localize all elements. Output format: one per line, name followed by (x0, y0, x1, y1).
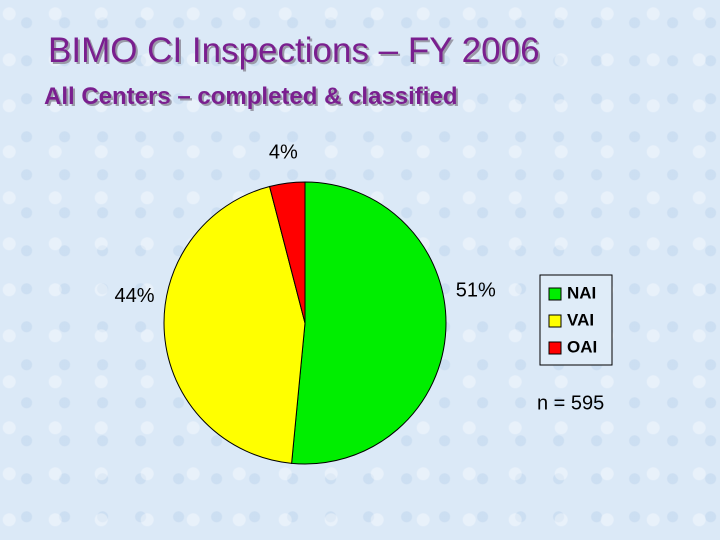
value-label: 4% (269, 142, 298, 164)
value-label: 44% (115, 285, 155, 307)
legend-swatch (548, 287, 562, 301)
pie-slice (268, 181, 306, 324)
pie-slice (163, 185, 306, 464)
chart-subtitle-shadow: All Centers – completed & classified (46, 85, 459, 112)
chart-title-shadow: BIMO CI Inspections – FY 2006 (50, 33, 542, 72)
pie-slice (291, 181, 447, 465)
chart-subtitle: All Centers – completed & classified (44, 83, 457, 110)
value-label: 51% (456, 279, 496, 301)
legend-swatch (548, 314, 562, 328)
chart-title: BIMO CI Inspections – FY 2006 (48, 31, 540, 70)
legend-swatch (548, 341, 562, 355)
legend-label: NAI (567, 283, 596, 302)
annotation: n = 595 (537, 392, 604, 414)
legend-label: VAI (567, 310, 594, 329)
legend-label: OAI (567, 337, 597, 356)
